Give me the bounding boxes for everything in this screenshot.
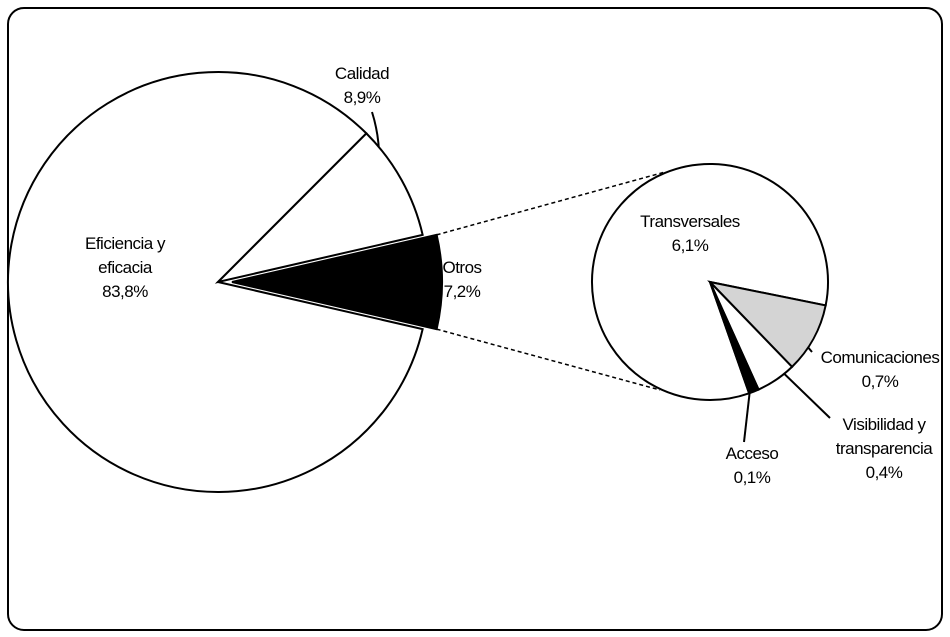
connector-line <box>436 328 661 391</box>
pie-slice <box>7 71 424 493</box>
data-label: Transversales 6,1% <box>625 210 755 258</box>
value-label: 8,9% <box>343 88 381 107</box>
value-label: 6,1% <box>671 236 709 255</box>
pie-slice <box>709 281 760 395</box>
connector-line <box>436 171 666 236</box>
data-label: Acceso 0,1% <box>712 442 792 490</box>
pie-slice <box>214 131 424 284</box>
category-label: Eficiencia y eficacia <box>85 234 165 277</box>
value-label: 0,7% <box>861 372 899 391</box>
pie-slice <box>231 233 443 331</box>
category-label: Otros <box>442 258 482 277</box>
category-label: Calidad <box>334 64 390 83</box>
value-label: 83,8% <box>102 282 148 301</box>
data-label: Comunicaciones 0,7% <box>810 346 950 394</box>
value-label: 0,1% <box>733 468 771 487</box>
data-label: Otros 7,2% <box>427 256 497 304</box>
data-label: Calidad 8,9% <box>317 62 407 110</box>
value-label: 0,4% <box>865 463 903 482</box>
data-label: Visibilidad y transparencia 0,4% <box>824 413 944 485</box>
category-label: Transversales <box>640 212 740 231</box>
category-label: Acceso <box>725 444 779 463</box>
value-label: 7,2% <box>443 282 481 301</box>
category-label: Visibilidad y transparencia <box>835 415 933 458</box>
data-label: Eficiencia y eficacia 83,8% <box>75 232 175 304</box>
category-label: Comunicaciones <box>820 348 940 367</box>
